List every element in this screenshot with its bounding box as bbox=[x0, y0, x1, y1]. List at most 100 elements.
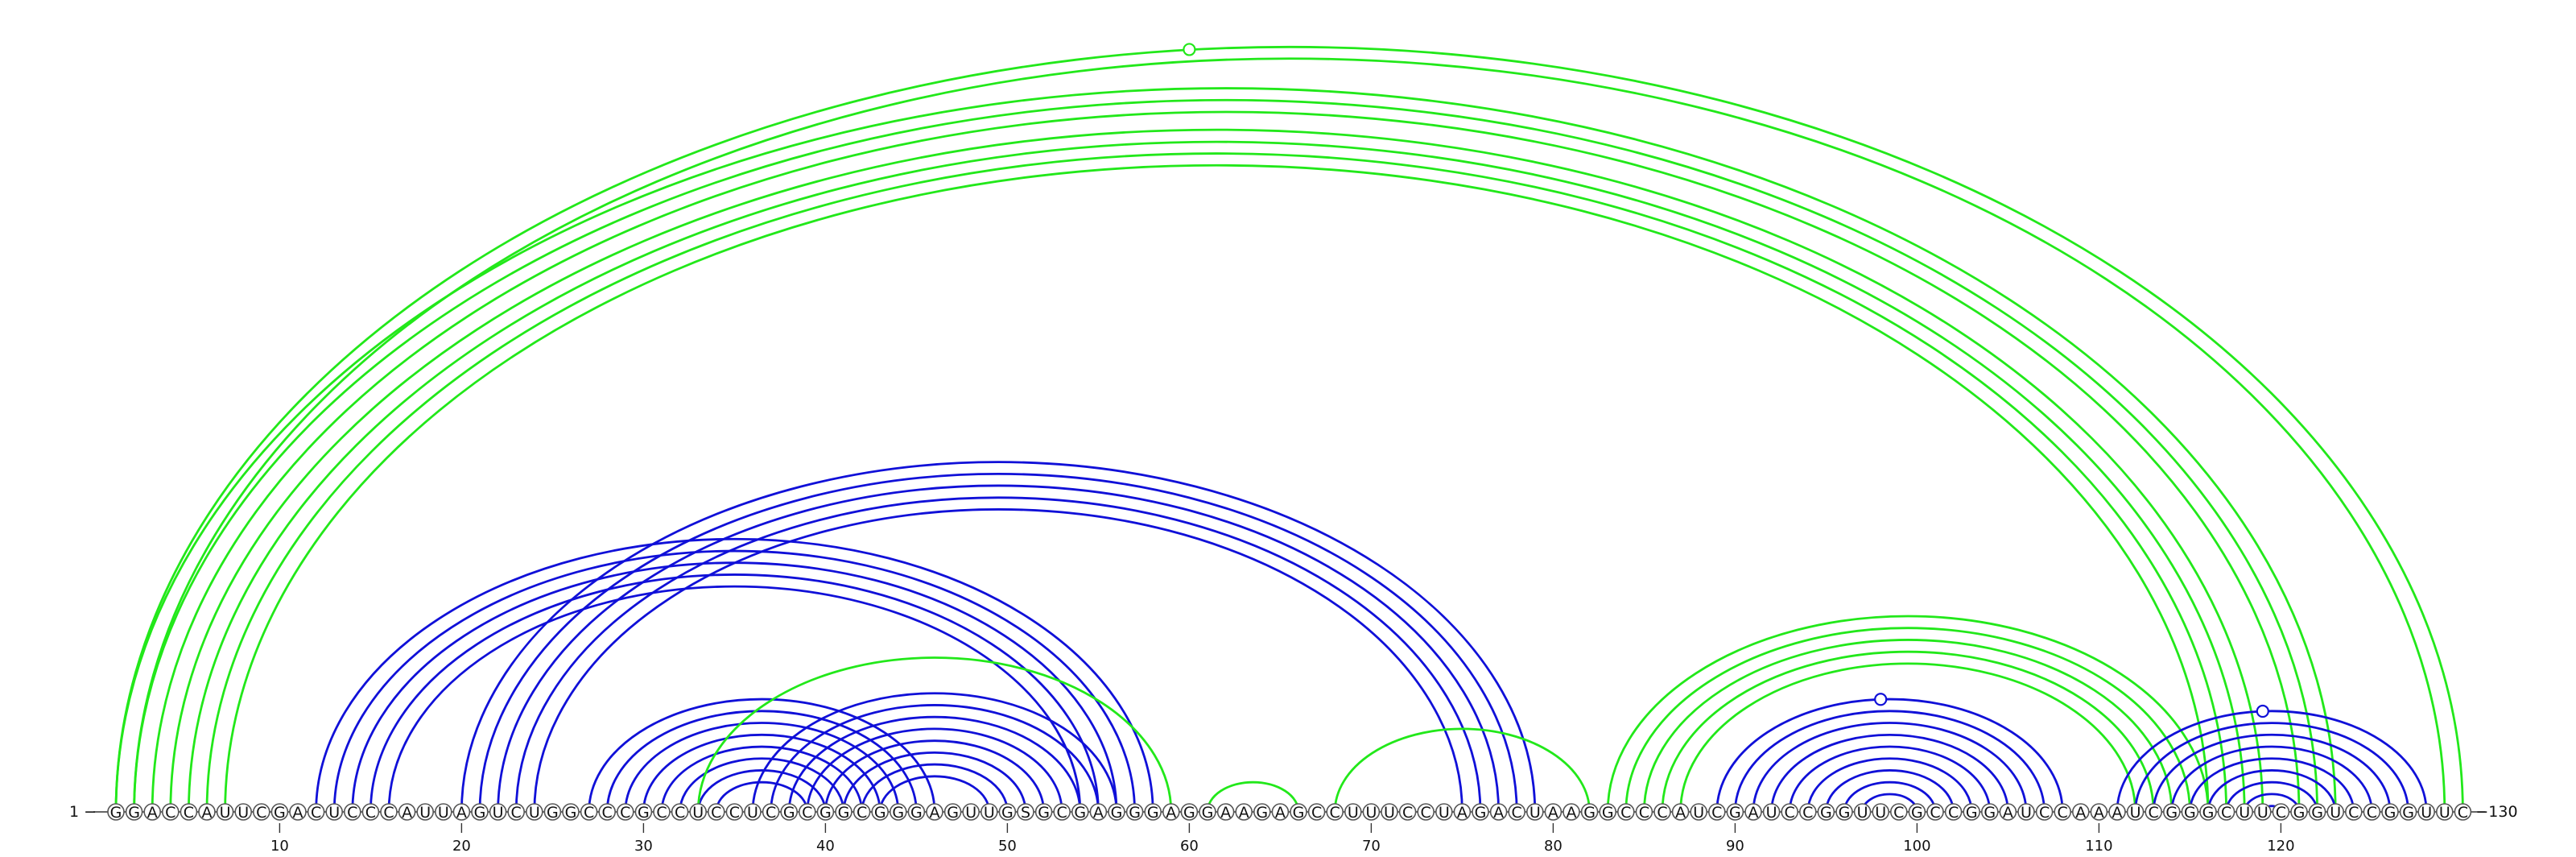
nucleotide-letter: A bbox=[1567, 804, 1577, 822]
nucleotide-letter: G bbox=[910, 804, 923, 822]
nucleotide: G bbox=[1963, 803, 1980, 822]
base-pair-arc bbox=[2134, 722, 2409, 813]
nucleotide: C bbox=[307, 803, 325, 822]
nucleotide: G bbox=[816, 803, 835, 822]
nucleotide-circle bbox=[1271, 803, 1290, 821]
nucleotide: G bbox=[1180, 803, 1199, 822]
nucleotide-circle bbox=[1981, 803, 1999, 821]
nucleotide: C bbox=[852, 803, 871, 822]
nucleotide-circle bbox=[1235, 803, 1253, 821]
nucleotide-letter: G bbox=[1129, 804, 1141, 822]
nucleotide-letter: C bbox=[766, 804, 776, 822]
nucleotide-circle bbox=[2072, 803, 2090, 821]
nucleotide-circle bbox=[2090, 803, 2108, 821]
nucleotide-letter: U bbox=[220, 804, 231, 822]
nucleotide-letter: G bbox=[1256, 804, 1268, 822]
base-pair-arc bbox=[624, 722, 900, 813]
nucleotide-letter: A bbox=[2003, 804, 2013, 822]
nucleotide: U bbox=[980, 803, 998, 822]
nucleotide-letter: G bbox=[2202, 804, 2215, 822]
nucleotide-letter: U bbox=[2439, 804, 2450, 822]
nucleotide: G bbox=[1144, 803, 1162, 822]
base-pair-arc bbox=[842, 751, 1027, 813]
nucleotide: U bbox=[489, 803, 507, 822]
nucleotide: U bbox=[962, 803, 980, 822]
nucleotide-letter: C bbox=[1893, 804, 1904, 822]
nucleotide-letter: G bbox=[2384, 804, 2396, 822]
nucleotide-circle bbox=[1089, 803, 1108, 821]
base-pair-arc bbox=[1661, 650, 2155, 813]
tick-label: 60 bbox=[1180, 838, 1199, 855]
arc-marker bbox=[2256, 704, 2269, 718]
nucleotide-letter: G bbox=[638, 804, 650, 822]
nucleotide-circle bbox=[780, 803, 799, 821]
nucleotide-circle bbox=[835, 803, 852, 821]
base-pair-arc bbox=[1843, 780, 1937, 813]
nucleotide-letter: A bbox=[2075, 804, 2086, 822]
nucleotide: U bbox=[234, 803, 253, 822]
nucleotide: G bbox=[2199, 803, 2217, 822]
nucleotide: C bbox=[2345, 803, 2363, 822]
base-pair-arc bbox=[2152, 733, 2392, 813]
base-pair-arc bbox=[1679, 662, 2136, 813]
nucleotide-letter: C bbox=[675, 804, 685, 822]
nucleotide: U bbox=[434, 803, 452, 822]
nucleotide-letter: U bbox=[1766, 804, 1777, 822]
nucleotide-letter: C bbox=[656, 804, 667, 822]
base-pair-arc bbox=[1734, 710, 2046, 813]
base-pair-arc bbox=[1806, 757, 1973, 813]
nucleotide-letter: A bbox=[293, 804, 303, 822]
nucleotide: A bbox=[1089, 803, 1108, 822]
nucleotide: C bbox=[2272, 803, 2290, 822]
nucleotide: G bbox=[1835, 803, 1853, 822]
nucleotide-circle bbox=[1071, 803, 1089, 821]
nucleotide-letter: C bbox=[256, 804, 266, 822]
base-pair-arc bbox=[1788, 745, 1992, 813]
nucleotide-letter: G bbox=[2311, 804, 2323, 822]
nucleotide-letter: A bbox=[456, 804, 467, 822]
nucleotide: U bbox=[2326, 803, 2344, 822]
nucleotide-letter: G bbox=[1839, 804, 1851, 822]
nucleotide: C bbox=[762, 803, 780, 822]
nucleotide-circle bbox=[2035, 803, 2054, 821]
nucleotide-circle bbox=[890, 803, 907, 821]
nucleotide-circle bbox=[1472, 803, 1489, 821]
nucleotide-letter: G bbox=[874, 804, 886, 822]
nucleotide-letter: C bbox=[602, 804, 613, 822]
arc-marker bbox=[1874, 693, 1888, 706]
nucleotide-circle bbox=[2145, 803, 2162, 821]
nucleotide-letter: A bbox=[1457, 804, 1468, 822]
nucleotide: G bbox=[2381, 803, 2399, 822]
nucleotide-circle bbox=[252, 803, 270, 821]
base-pair-arc bbox=[2116, 710, 2428, 813]
nucleotide: C bbox=[1307, 803, 1326, 822]
nucleotide: A bbox=[2072, 803, 2090, 822]
nucleotide-letter: C bbox=[184, 804, 194, 822]
nucleotide-circle bbox=[980, 803, 998, 821]
nucleotide-circle bbox=[1726, 803, 1744, 821]
tick-label: 30 bbox=[634, 838, 653, 855]
nucleotide-circle bbox=[1326, 803, 1344, 821]
nucleotide-letter: U bbox=[529, 804, 540, 822]
nucleotide: G bbox=[907, 803, 926, 822]
nucleotide-letter: C bbox=[620, 804, 630, 822]
nucleotide-circle bbox=[580, 803, 598, 821]
base-pair-arc bbox=[188, 140, 2246, 813]
nucleotide-circle bbox=[1216, 803, 1235, 821]
nucleotide-circle bbox=[1563, 803, 1580, 821]
nucleotide-letter: C bbox=[802, 804, 812, 822]
base-pair-arc bbox=[114, 87, 2337, 813]
base-pair-arc bbox=[806, 727, 1063, 813]
nucleotide: U bbox=[1435, 803, 1453, 822]
nucleotide: G bbox=[125, 803, 143, 822]
tick-label: 80 bbox=[1544, 838, 1563, 855]
nucleotide: C bbox=[1926, 803, 1944, 822]
nucleotide-letter: U bbox=[2257, 804, 2268, 822]
nucleotide: U bbox=[525, 803, 543, 822]
base-pair-arc bbox=[878, 775, 991, 813]
nucleotide: G bbox=[943, 803, 962, 822]
sequence-end-label: −130 bbox=[2475, 803, 2517, 821]
nucleotide-circle bbox=[1508, 803, 1525, 821]
